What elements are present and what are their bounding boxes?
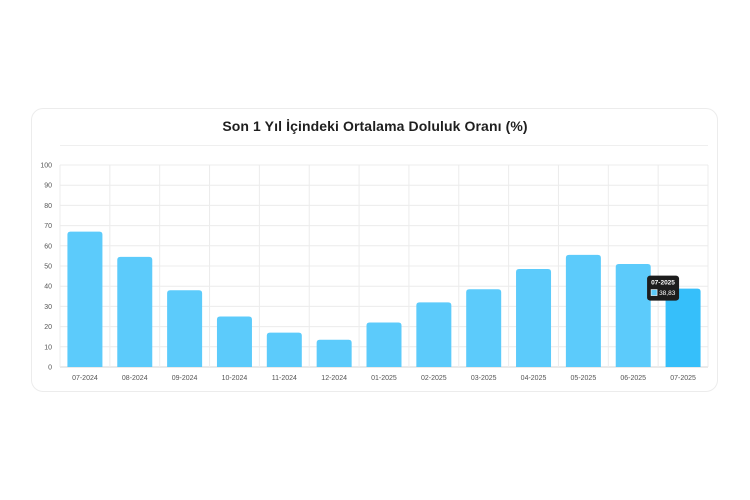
- x-tick-label: 05-2025: [571, 375, 597, 382]
- x-tick-label: 04-2025: [521, 375, 547, 382]
- y-tick-label: 70: [44, 223, 52, 230]
- x-tick-label: 02-2025: [421, 375, 447, 382]
- bar[interactable]: [67, 231, 103, 367]
- y-tick-label: 50: [44, 264, 52, 271]
- x-tick-label: 10-2024: [222, 375, 248, 382]
- title-divider: [60, 145, 708, 146]
- bar[interactable]: [466, 289, 502, 367]
- y-tick-label: 0: [48, 365, 52, 372]
- y-tick-label: 60: [44, 243, 52, 250]
- chart-title: Son 1 Yıl İçindeki Ortalama Doluluk Oran…: [222, 118, 528, 134]
- y-tick-label: 20: [44, 324, 52, 331]
- tooltip-swatch: [650, 289, 658, 296]
- bar[interactable]: [167, 290, 203, 367]
- bar[interactable]: [117, 256, 153, 367]
- x-tick-label: 11-2024: [272, 375, 297, 382]
- y-tick-label: 90: [44, 183, 52, 190]
- tooltip-title: 07-2025: [651, 280, 675, 287]
- x-tick-label: 07-2025: [670, 375, 696, 382]
- y-tick-label: 30: [44, 304, 52, 311]
- y-axis-ticks: 0 10 20 30 40 50 60 70 80 90 100: [40, 163, 52, 372]
- bar[interactable]: [516, 269, 552, 367]
- x-tick-label: 03-2025: [471, 375, 497, 382]
- x-tick-label: 09-2024: [172, 375, 198, 382]
- y-tick-label: 80: [44, 203, 52, 210]
- tooltip-value: 38,83: [659, 290, 676, 297]
- bar[interactable]: [366, 322, 402, 367]
- y-tick-label: 100: [40, 163, 52, 170]
- bar[interactable]: [565, 254, 601, 367]
- y-tick-label: 10: [44, 344, 52, 351]
- bar[interactable]: [665, 288, 701, 367]
- x-tick-label: 08-2024: [122, 375, 148, 382]
- x-axis-ticks: 07-2024 08-2024 09-2024 10-2024 11-2024 12-20…: [72, 375, 696, 382]
- bar[interactable]: [316, 339, 352, 367]
- y-tick-label: 40: [44, 284, 52, 291]
- x-tick-label: 01-2025: [371, 375, 397, 382]
- tooltip: 07-2025 38,83: [647, 275, 680, 301]
- bar[interactable]: [416, 302, 452, 367]
- bars: [67, 231, 701, 368]
- x-tick-label: 07-2024: [72, 375, 98, 382]
- x-tick-label: 12-2024: [321, 375, 347, 382]
- bar[interactable]: [615, 263, 651, 367]
- bar[interactable]: [216, 316, 252, 368]
- bar[interactable]: [266, 332, 302, 367]
- x-tick-label: 06-2025: [620, 375, 646, 382]
